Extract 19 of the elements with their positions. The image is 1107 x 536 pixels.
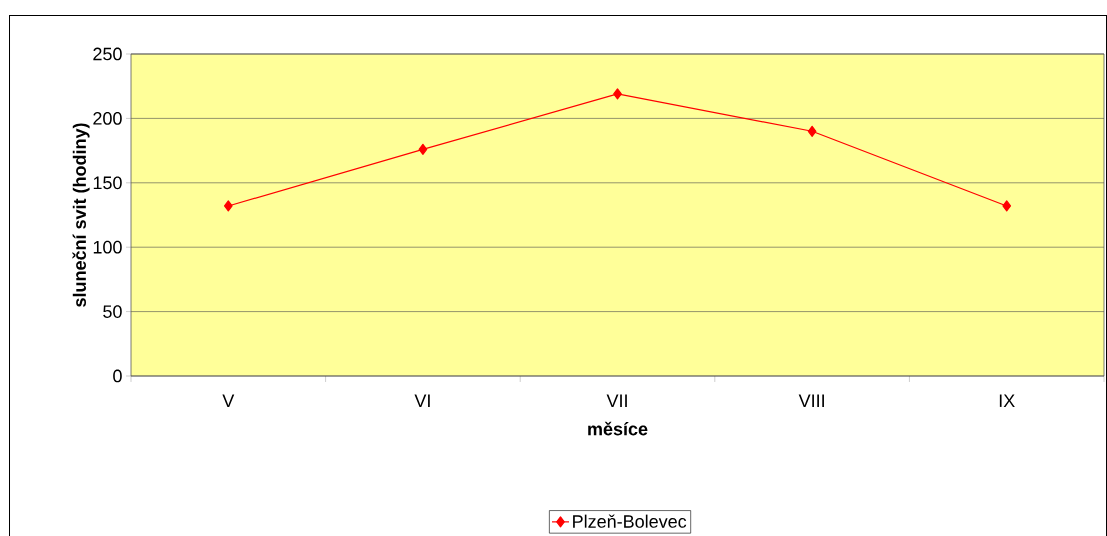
x-tick-label: V (222, 394, 235, 407)
x-axis-title: měsíce (588, 421, 648, 436)
point (1002, 200, 1012, 212)
y-tick-label: 50 (103, 305, 122, 318)
point (613, 88, 622, 100)
legend-label: Plzeň-Bolevec (573, 514, 687, 528)
x-tick-label: IX (999, 394, 1015, 407)
point (223, 200, 233, 212)
point (807, 125, 817, 137)
y-tick-label: 200 (93, 112, 122, 125)
x-tick-label: VII (606, 394, 627, 407)
y-tick-label: 100 (93, 240, 122, 254)
x-tick-label: VI (414, 394, 430, 407)
y-tick-label: 150 (93, 176, 122, 190)
point (418, 143, 428, 155)
y-axis-title: sluneční svit (hodiny) (72, 123, 90, 307)
y-tick-label: 0 (113, 369, 122, 383)
x-tick-label: VIII (798, 394, 824, 407)
y-tick-label: 250 (93, 47, 122, 61)
